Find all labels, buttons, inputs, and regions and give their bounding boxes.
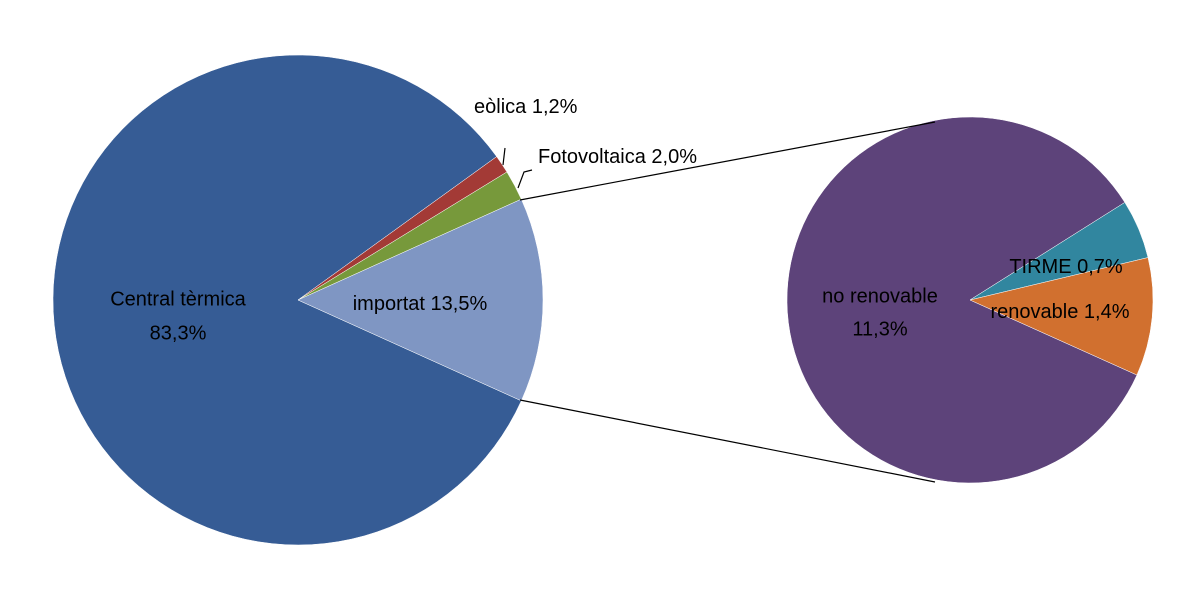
connector-line [519, 121, 936, 201]
pie-slice [297, 198, 544, 402]
slice-label: renovable 1,4% [991, 301, 1130, 323]
pie-slice [786, 116, 1138, 484]
slice-value-label: 1,2% [532, 96, 578, 118]
slice-label: TIRME 0,7% [1009, 256, 1123, 278]
slice-label: eòlica 1,2% [474, 96, 578, 118]
slice-name: importat [353, 293, 426, 315]
pie-slice [52, 54, 522, 546]
leader-line [502, 147, 506, 166]
slice-label: no renovable [822, 285, 938, 307]
leader-line [517, 169, 533, 189]
slice-label: Fotovoltaica 2,0% [538, 146, 697, 168]
slice-value-label: 0,7% [1077, 256, 1123, 278]
pie-slice [969, 257, 1154, 376]
slice-name: renovable [991, 301, 1079, 323]
slice-value-label: 2,0% [651, 146, 697, 168]
slice-value-label: 13,5% [431, 293, 488, 315]
slice-name: Fotovoltaica [538, 146, 647, 168]
slice-value-label: 11,3% [852, 318, 907, 340]
slice-value-label: 83,3% [150, 322, 207, 344]
slice-label: importat 13,5% [353, 293, 488, 315]
slices [52, 54, 1154, 546]
slice-value-label: 1,4% [1084, 301, 1130, 323]
slice-name: eòlica [474, 96, 527, 118]
connector-line [519, 399, 936, 483]
slice-label: Central tèrmica [110, 288, 246, 310]
slice-name: TIRME [1009, 256, 1071, 278]
